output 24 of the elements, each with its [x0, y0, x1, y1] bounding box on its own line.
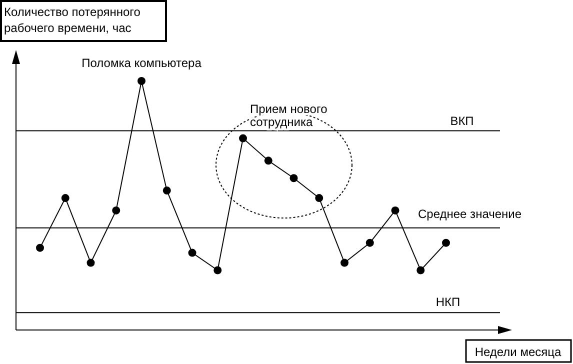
x-axis-title: Недели месяца — [474, 345, 562, 359]
ref-line-label: ВКП — [450, 114, 474, 128]
point — [264, 156, 272, 165]
ref-line-label: НКП — [436, 295, 460, 309]
point — [290, 174, 298, 182]
y-axis-title: Количество потерянного рабочего времени, час — [4, 5, 141, 35]
point — [366, 238, 374, 247]
text: Поломка компьютера — [82, 56, 202, 70]
ref-line-label: Среднее значение — [418, 207, 522, 221]
point — [138, 77, 146, 85]
point — [416, 266, 425, 274]
point — [61, 194, 70, 202]
point — [340, 258, 348, 267]
point — [214, 266, 222, 274]
point — [315, 194, 324, 202]
point — [112, 206, 120, 214]
point — [162, 186, 171, 195]
point — [86, 258, 95, 267]
point — [188, 248, 196, 257]
annotation: Прием нового сотрудника — [250, 102, 328, 129]
point — [391, 206, 400, 214]
point — [442, 238, 450, 247]
point — [239, 134, 247, 142]
point — [36, 244, 44, 252]
